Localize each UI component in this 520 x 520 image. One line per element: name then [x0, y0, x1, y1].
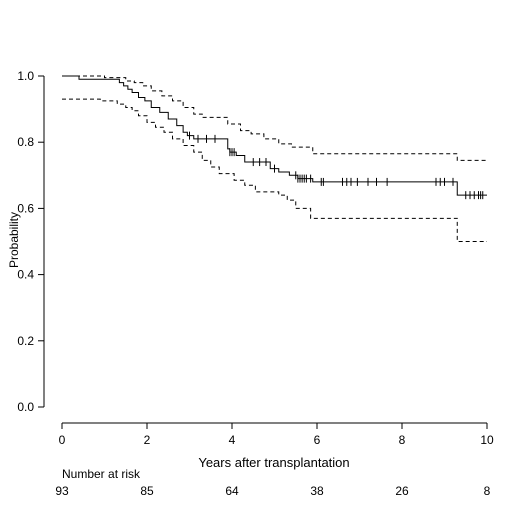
y-tick-label: 0.4 — [17, 268, 34, 282]
risk-count: 85 — [140, 484, 154, 498]
risk-table-title: Number at risk — [62, 467, 141, 481]
x-tick-label: 4 — [229, 433, 236, 447]
axes: 0 2 4 6 8 10 0.0 0.2 0.4 0.6 0.8 1.0 — [17, 69, 494, 447]
y-tick-label: 0.2 — [17, 334, 34, 348]
x-axis-label-wrap: Years after transplantation — [0, 455, 520, 470]
y-tick-label: 0.0 — [17, 400, 34, 414]
curves — [62, 75, 487, 242]
x-tick-label: 6 — [314, 433, 321, 447]
y-tick-label: 1.0 — [17, 69, 34, 83]
risk-count: 93 — [55, 484, 69, 498]
confidence-band-line — [62, 98, 487, 242]
y-tick-label: 0.6 — [17, 201, 34, 215]
risk-count: 38 — [310, 484, 324, 498]
x-axis-label: Years after transplantation — [198, 455, 350, 470]
confidence-band-line — [62, 75, 487, 161]
risk-count: 64 — [225, 484, 239, 498]
x-tick-label: 2 — [144, 433, 151, 447]
x-tick-label: 0 — [59, 433, 66, 447]
risk-count: 26 — [395, 484, 409, 498]
x-tick-label: 10 — [480, 433, 494, 447]
x-tick-label: 8 — [399, 433, 406, 447]
y-axis-label: Probability — [7, 211, 21, 269]
survival-curve-line — [62, 75, 487, 196]
censor-marks — [189, 131, 484, 200]
y-tick-label: 0.8 — [17, 135, 34, 149]
risk-count: 8 — [483, 484, 491, 498]
